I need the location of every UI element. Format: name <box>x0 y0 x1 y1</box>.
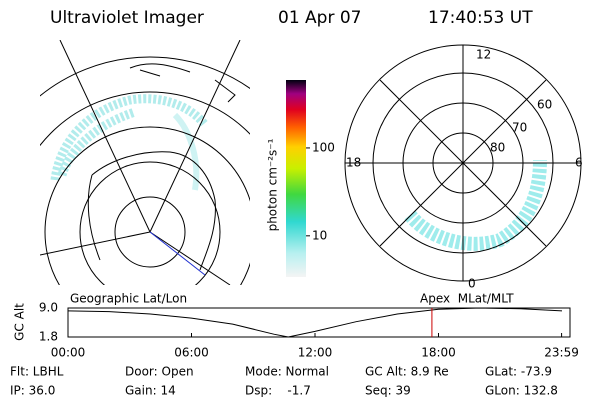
x-tick-label: 12:00 <box>298 346 333 360</box>
mlat-label: 70 <box>512 121 527 135</box>
date: 01 Apr 07 <box>278 8 361 28</box>
x-tick-label: 18:00 <box>421 346 456 360</box>
right-panel-label: Apex MLat/MLT <box>420 292 514 306</box>
colorbar-tick-label: 100 <box>312 140 335 154</box>
aurora <box>50 94 209 181</box>
footer-field: Mode: Normal <box>245 365 329 379</box>
apex-map: 12 18 6 0 60 70 80 <box>344 44 583 291</box>
colorbar-label: photon cm⁻²s⁻¹ <box>266 138 280 231</box>
mlt-label: 12 <box>476 48 491 62</box>
x-tick-label: 00:00 <box>51 346 86 360</box>
footer-field: Seq: 39 <box>365 384 411 398</box>
y-tick-label: 9.0 <box>39 301 58 315</box>
aurora <box>404 159 547 251</box>
footer-field: GLat: -73.9 <box>485 365 552 379</box>
aurora <box>172 112 200 191</box>
mlt-label: 18 <box>346 156 361 170</box>
mlat-label: 80 <box>490 141 505 155</box>
geographic-map <box>40 40 250 285</box>
colorbar <box>286 80 306 277</box>
footer-field: GC Alt: 8.9 Re <box>365 365 449 379</box>
plot-frame <box>67 307 571 338</box>
mlt-label: 0 <box>468 277 476 291</box>
footer-field: Gain: 14 <box>125 384 176 398</box>
title: Ultraviolet Imager <box>50 8 204 28</box>
x-tick-label: 06:00 <box>174 346 209 360</box>
time: 17:40:53 UT <box>428 8 533 28</box>
y-axis-label: GC Alt <box>13 303 27 341</box>
x-tick-label: 23:59 <box>544 346 579 360</box>
altitude-curve <box>67 307 563 338</box>
mlat-label: 60 <box>537 98 552 112</box>
mlt-label: 6 <box>575 156 583 170</box>
footer-field: Dsp: -1.7 <box>245 384 311 398</box>
footer-field: Door: Open <box>125 365 194 379</box>
left-panel-label: Geographic Lat/Lon <box>70 292 187 306</box>
footer-field: Flt: LBHL <box>10 365 64 379</box>
footer-field: GLon: 132.8 <box>485 384 558 398</box>
y-tick-label: 1.8 <box>39 330 58 344</box>
colorbar-tick-label: 10 <box>312 228 327 242</box>
footer-field: IP: 36.0 <box>10 384 55 398</box>
